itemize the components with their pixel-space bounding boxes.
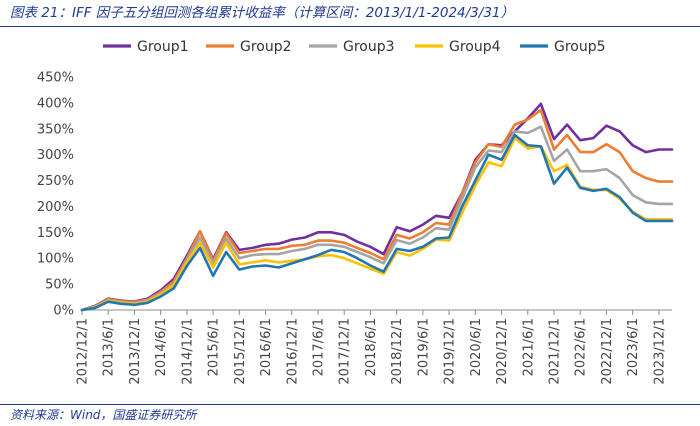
x-tick-label: 2016/12/1 xyxy=(285,318,300,385)
x-tick-label: 2019/12/1 xyxy=(443,318,458,385)
x-tick-label: 2014/6/1 xyxy=(154,318,169,376)
legend-label-group4: Group4 xyxy=(449,39,501,55)
cumulative-return-line-chart: Group1 Group2 Group3 Group4 Group5 0% 50% 100%… xyxy=(37,39,674,385)
x-tick-label: 2021/6/1 xyxy=(521,318,536,376)
y-axis: 0% 50% 100% 150% 200% 250% 300% 350% 400% 450% xyxy=(37,71,74,319)
y-tick-label: 100% xyxy=(37,252,74,267)
legend-label-group5: Group5 xyxy=(554,39,606,55)
x-tick-label: 2017/12/1 xyxy=(338,318,353,385)
x-tick-label: 2013/6/1 xyxy=(102,318,117,376)
x-tick-label: 2014/12/1 xyxy=(180,318,195,385)
y-tick-label: 400% xyxy=(37,96,74,111)
x-tick-label: 2018/6/1 xyxy=(364,318,379,376)
source-divider xyxy=(0,404,700,405)
x-tick-label: 2012/12/1 xyxy=(76,318,91,385)
x-tick-label: 2015/6/1 xyxy=(207,318,222,376)
legend-label-group2: Group2 xyxy=(240,39,292,55)
x-tick-label: 2013/12/1 xyxy=(128,318,143,385)
series-line-group5 xyxy=(80,133,674,312)
x-tick-label: 2016/6/1 xyxy=(259,318,274,376)
title-divider xyxy=(0,26,700,27)
x-tick-label: 2020/6/1 xyxy=(469,318,484,376)
x-tick-label: 2015/12/1 xyxy=(233,318,248,385)
x-tick-label: 2017/6/1 xyxy=(312,318,327,376)
y-tick-label: 300% xyxy=(37,148,74,163)
x-tick-label: 2021/12/1 xyxy=(548,318,563,385)
y-tick-label: 450% xyxy=(37,71,74,86)
x-tick-label: 2022/6/1 xyxy=(574,318,589,376)
y-tick-label: 50% xyxy=(45,278,74,293)
y-tick-label: 350% xyxy=(37,122,74,137)
y-tick-label: 150% xyxy=(37,226,74,241)
x-tick-label: 2023/12/1 xyxy=(652,318,667,385)
x-tick-label: 2018/12/1 xyxy=(390,318,405,385)
plot-series xyxy=(80,102,674,312)
x-tick-label: 2019/6/1 xyxy=(416,318,431,376)
x-axis: 2012/12/1 2013/6/1 2013/12/1 2014/6/1 2014/1… xyxy=(76,309,672,385)
y-tick-label: 0% xyxy=(53,304,74,319)
legend-label-group3: Group3 xyxy=(343,39,395,55)
y-tick-label: 250% xyxy=(37,174,74,189)
x-tick-label: 2023/6/1 xyxy=(626,318,641,376)
series-line-group1 xyxy=(80,102,674,312)
source-note: 资料来源：Wind，国盛证券研究所 xyxy=(10,408,197,422)
legend-label-group1: Group1 xyxy=(137,39,189,55)
x-tick-label: 2020/12/1 xyxy=(495,318,510,385)
y-tick-label: 200% xyxy=(37,200,74,215)
x-tick-label: 2022/12/1 xyxy=(600,318,615,385)
page-title: 图表 21：IFF 因子五分组回测各组累计收益率（计算区间：2013/1/1-2… xyxy=(10,5,514,21)
chart-legend: Group1 Group2 Group3 Group4 Group5 xyxy=(103,39,606,55)
